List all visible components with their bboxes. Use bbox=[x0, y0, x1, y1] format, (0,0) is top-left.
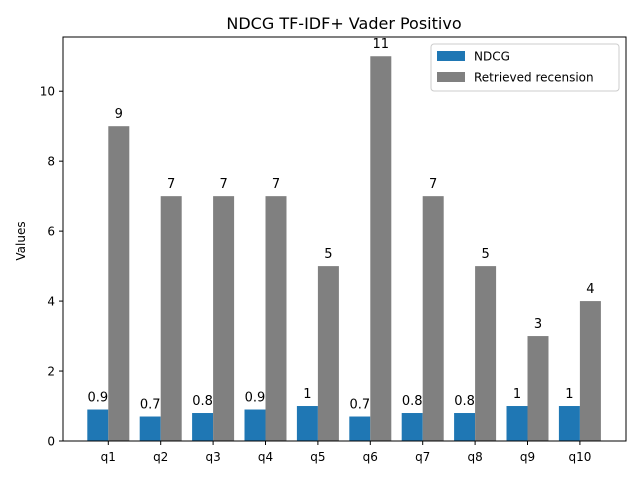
bar-ndcg-q5 bbox=[296, 406, 318, 441]
y-tick-label: 8 bbox=[47, 155, 55, 169]
y-tick-label: 2 bbox=[47, 365, 55, 379]
bar-value-label: 7 bbox=[272, 177, 280, 192]
bar-retrieved-q9 bbox=[527, 336, 549, 441]
x-tick-label: q6 bbox=[363, 450, 378, 464]
x-tick-label: q10 bbox=[568, 450, 591, 464]
legend-box bbox=[430, 43, 620, 92]
bar-retrieved-q7 bbox=[422, 196, 444, 441]
x-axis: q1 q2 q3 q4 q5 q6 q7 q8 q9 q10 bbox=[101, 441, 591, 464]
bar-value-label: 0.7 bbox=[140, 398, 161, 413]
bar-ndcg-q2 bbox=[139, 416, 161, 441]
bar-value-label: 0.8 bbox=[402, 394, 423, 409]
x-tick-label: q9 bbox=[520, 450, 535, 464]
y-axis-label: Values bbox=[14, 221, 28, 260]
x-tick-label: q5 bbox=[310, 450, 325, 464]
bar-ndcg-q10 bbox=[558, 406, 580, 441]
bar-ndcg-q7 bbox=[401, 413, 423, 441]
bar-ndcg-q9 bbox=[506, 406, 528, 441]
x-tick-label: q7 bbox=[415, 450, 430, 464]
bar-ndcg-q6 bbox=[349, 416, 371, 441]
x-tick-label: q8 bbox=[467, 450, 482, 464]
bar-value-label: 3 bbox=[534, 317, 542, 332]
bar-value-label: 0.8 bbox=[454, 394, 475, 409]
bar-retrieved-q2 bbox=[160, 196, 182, 441]
chart-title: NDCG TF-IDF+ Vader Positivo bbox=[226, 14, 461, 33]
bar-value-label: 1 bbox=[303, 387, 311, 402]
legend-swatch-ndcg bbox=[437, 51, 465, 61]
bar-ndcg-q8 bbox=[454, 413, 476, 441]
legend-label-retrieved: Retrieved recension bbox=[474, 71, 594, 85]
legend: NDCG Retrieved recension bbox=[430, 43, 620, 92]
y-axis: 0 2 4 6 8 10 bbox=[40, 85, 63, 449]
bars-layer bbox=[87, 56, 601, 442]
bar-value-label: 5 bbox=[324, 247, 332, 262]
bar-value-label: 0.9 bbox=[87, 391, 108, 406]
bar-value-label: 7 bbox=[429, 177, 437, 192]
y-tick-label: 6 bbox=[47, 225, 55, 239]
x-tick-label: q4 bbox=[258, 450, 273, 464]
bar-value-label: 0.9 bbox=[245, 391, 266, 406]
legend-swatch-retrieved bbox=[437, 72, 465, 82]
bar-ndcg-q4 bbox=[244, 409, 266, 441]
bar-value-label: 1 bbox=[565, 387, 573, 402]
bar-retrieved-q1 bbox=[108, 126, 130, 442]
bar-value-label: 0.8 bbox=[192, 394, 213, 409]
bar-retrieved-q8 bbox=[475, 266, 497, 441]
x-tick-label: q2 bbox=[153, 450, 168, 464]
bar-retrieved-q4 bbox=[265, 196, 287, 441]
legend-label-ndcg: NDCG bbox=[474, 50, 510, 64]
bar-value-label: 11 bbox=[373, 37, 390, 52]
bar-ndcg-q1 bbox=[87, 409, 109, 441]
y-tick-label: 0 bbox=[47, 435, 55, 449]
bar-value-label: 7 bbox=[167, 177, 175, 192]
y-tick-label: 10 bbox=[40, 85, 55, 99]
x-tick-label: q3 bbox=[205, 450, 220, 464]
y-tick-label: 4 bbox=[47, 295, 55, 309]
bar-ndcg-q3 bbox=[192, 413, 214, 441]
bar-value-label: 0.7 bbox=[349, 398, 370, 413]
bar-value-label: 9 bbox=[115, 107, 123, 122]
plot-frame bbox=[62, 36, 627, 442]
bar-value-label: 7 bbox=[219, 177, 227, 192]
bar-value-label: 1 bbox=[513, 387, 521, 402]
bar-value-label: 4 bbox=[586, 282, 594, 297]
bar-retrieved-q5 bbox=[317, 266, 339, 441]
x-tick-label: q1 bbox=[101, 450, 116, 464]
bar-retrieved-q3 bbox=[213, 196, 235, 441]
bar-retrieved-q10 bbox=[579, 301, 601, 441]
bar-retrieved-q6 bbox=[370, 56, 392, 441]
bar-value-label: 5 bbox=[481, 247, 489, 262]
